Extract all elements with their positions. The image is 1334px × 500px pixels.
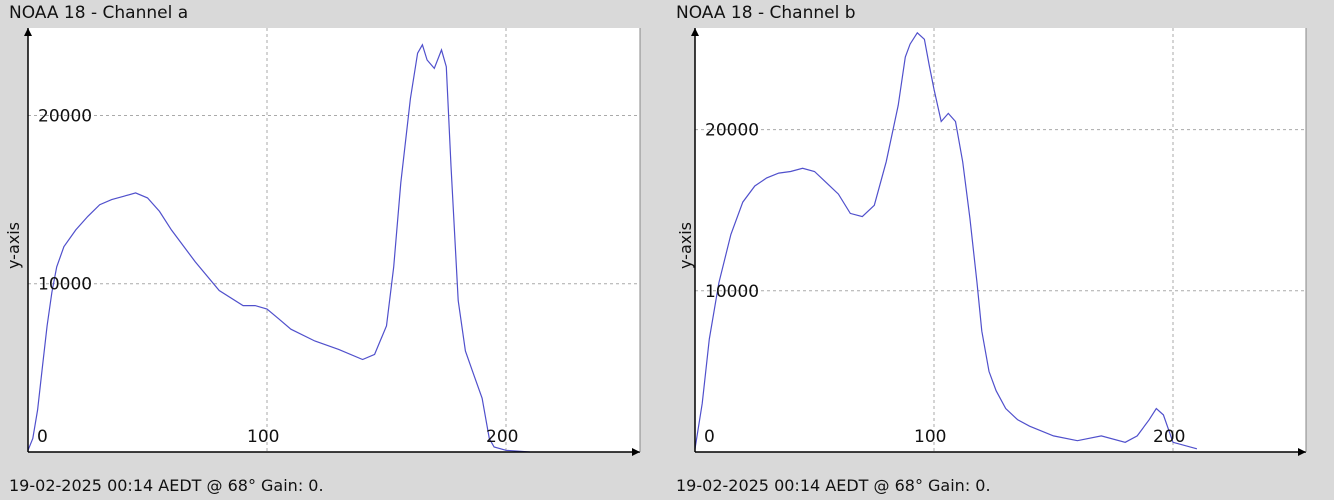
y-axis-arrow (24, 28, 32, 36)
y-tick-label: 10000 (38, 275, 92, 295)
plot-area (28, 28, 640, 452)
y-tick-label: 10000 (705, 282, 759, 302)
channel-b-panel: NOAA 18 - Channel b 0 100 200 10000 20000 y-… (667, 0, 1334, 500)
x-axis-arrow (1298, 448, 1306, 456)
x-tick-label: 100 (247, 427, 279, 447)
channel-b-plot: 0 100 200 10000 20000 (691, 28, 1307, 456)
channel-a-y-axis-label: y-axis (4, 221, 24, 270)
x-axis-arrow (632, 448, 640, 456)
channel-a-status-footer: 19-02-2025 00:14 AEDT @ 68° Gain: 0. (9, 476, 324, 495)
channel-b-status-footer: 19-02-2025 00:14 AEDT @ 68° Gain: 0. (676, 476, 991, 495)
data-line (27, 43, 530, 453)
x-tick-label: 200 (1153, 427, 1185, 447)
x-tick-label: 0 (704, 427, 715, 447)
y-tick-label: 20000 (38, 106, 92, 126)
channel-a-title: NOAA 18 - Channel a (9, 3, 189, 23)
y-tick-label: 20000 (705, 121, 759, 141)
channel-b-y-axis-label: y-axis (676, 221, 696, 270)
y-axis-arrow (691, 28, 699, 36)
channel-b-title: NOAA 18 - Channel b (676, 3, 856, 23)
x-tick-label: 200 (486, 427, 518, 447)
channel-a-plot: 0 100 200 10000 20000 (24, 28, 641, 456)
channel-a-panel: NOAA 18 - Channel a 0 100 200 10000 20000 y-… (4, 3, 641, 495)
plot-area (695, 28, 1306, 452)
data-line (694, 31, 1198, 450)
x-tick-label: 100 (914, 427, 946, 447)
x-tick-label: 0 (37, 427, 48, 447)
